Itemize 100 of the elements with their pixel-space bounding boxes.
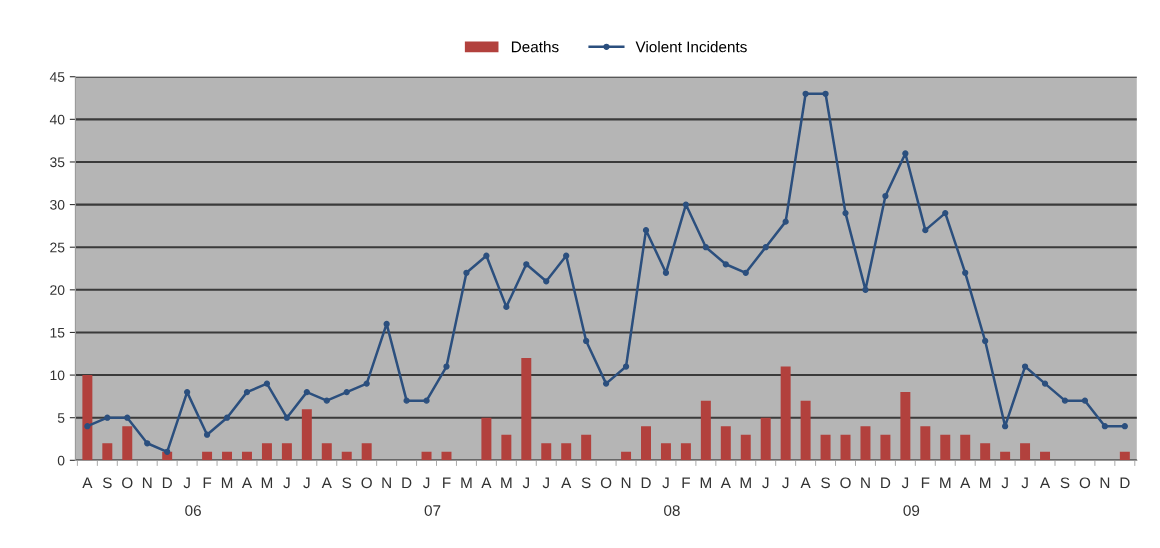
point — [662, 269, 670, 276]
bar — [421, 451, 432, 461]
point — [682, 201, 690, 208]
bar — [241, 451, 252, 461]
point — [762, 244, 769, 251]
point — [1101, 423, 1109, 430]
bar — [501, 434, 512, 461]
x-tick-label: A — [321, 477, 332, 489]
point — [702, 244, 709, 251]
point — [563, 252, 570, 259]
x-tick-label: N — [1100, 477, 1110, 489]
point — [882, 192, 889, 200]
y-tick-label: 15 — [50, 327, 65, 338]
x-tick-label: A — [960, 477, 971, 489]
bar — [940, 434, 951, 461]
x-tick-label: N — [621, 477, 631, 489]
bar — [720, 426, 731, 461]
x-tick-label: J — [662, 477, 669, 489]
x-tick-label: N — [861, 477, 870, 489]
point — [463, 269, 470, 276]
x-tick-label: M — [700, 477, 711, 489]
point — [942, 209, 949, 217]
point — [902, 150, 909, 157]
x-tick-label: O — [122, 477, 133, 489]
bar — [82, 375, 93, 461]
text: 06 — [185, 505, 201, 516]
x-tick-label: M — [221, 477, 233, 489]
bar — [920, 426, 931, 461]
point — [184, 388, 191, 396]
bar — [641, 426, 651, 461]
point — [263, 380, 271, 387]
point — [802, 90, 809, 97]
point — [323, 397, 330, 404]
x-tick-label: F — [682, 477, 690, 489]
x-tick-label: O — [840, 477, 851, 489]
point — [243, 388, 251, 396]
x-tick-label: J — [782, 477, 789, 489]
x-tick-label: D — [641, 477, 651, 489]
x-tick-label: D — [1120, 477, 1130, 489]
bar — [660, 443, 671, 461]
x-tick-label: S — [581, 477, 591, 489]
point — [862, 286, 869, 293]
point — [203, 431, 211, 438]
y-tick-label: 10 — [50, 370, 65, 381]
bar — [301, 409, 312, 461]
point — [503, 303, 510, 311]
bar — [561, 443, 572, 461]
x-tick-label: J — [283, 477, 290, 489]
point — [622, 363, 630, 370]
x-tick-label: A — [82, 477, 93, 489]
x-tick-label: A — [241, 477, 253, 489]
bar — [222, 451, 233, 461]
point — [523, 261, 530, 268]
point — [124, 414, 131, 421]
y-tick-label: 25 — [50, 242, 65, 253]
y-tick-label: 5 — [57, 413, 65, 423]
point — [543, 278, 550, 285]
point — [164, 448, 171, 455]
x-tick-label: M — [740, 477, 751, 489]
point — [303, 388, 310, 396]
x-tick-label: S — [821, 477, 830, 489]
point — [1061, 397, 1069, 404]
point — [842, 209, 849, 217]
x-tick-label: J — [762, 477, 769, 489]
x-tick-label: O — [361, 477, 372, 489]
bar — [521, 358, 532, 461]
bar — [900, 392, 911, 461]
x-tick-label: S — [1060, 477, 1070, 489]
y-tick-label: 0 — [57, 455, 65, 466]
y-tick-label: 45 — [49, 72, 65, 82]
x-tick-label: J — [303, 477, 310, 489]
bar — [1119, 451, 1130, 461]
x-tick-label: O — [1079, 477, 1091, 489]
point — [742, 269, 749, 276]
bar — [621, 451, 632, 461]
bar — [341, 451, 352, 461]
x-tick-label: J — [183, 477, 190, 489]
x-tick-label: J — [1021, 477, 1028, 489]
point — [962, 269, 969, 276]
bar — [122, 426, 133, 461]
x-tick-label: D — [162, 477, 172, 489]
x-tick-label: N — [142, 477, 152, 489]
x-tick-label: N — [382, 477, 391, 489]
point — [283, 414, 291, 421]
x-tick-label: A — [1039, 477, 1051, 489]
bar — [960, 434, 971, 461]
bar — [860, 426, 871, 461]
point — [363, 380, 370, 387]
x-tick-label: J — [901, 477, 909, 489]
x-tick-label: F — [921, 477, 930, 489]
point — [423, 397, 430, 404]
x-tick-label: M — [501, 477, 512, 489]
point — [84, 423, 91, 430]
x-tick-label: M — [940, 477, 951, 489]
x-tick-label: A — [561, 477, 572, 489]
x-tick-label: D — [402, 477, 412, 489]
text: 07 — [424, 505, 441, 516]
bar — [740, 434, 751, 461]
bar — [880, 434, 891, 461]
point — [602, 380, 610, 387]
